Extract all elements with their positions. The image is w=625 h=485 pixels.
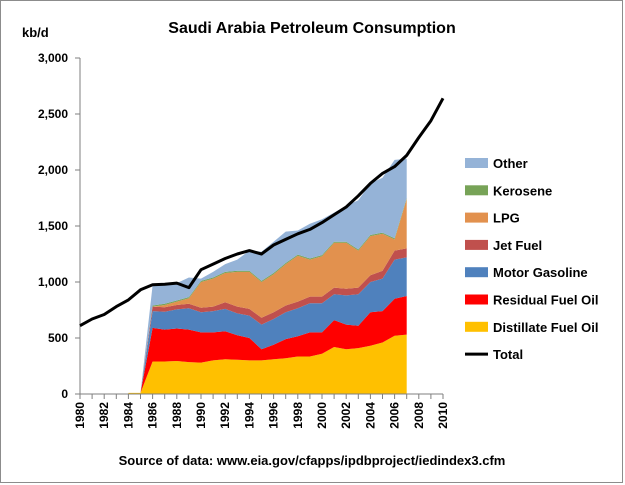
- y-tick-label: 500: [48, 331, 68, 345]
- y-tick-label: 2,500: [38, 107, 68, 121]
- x-tick-label: 1990: [194, 402, 208, 429]
- x-tick-label: 2006: [388, 402, 402, 429]
- legend-swatch-other: [465, 158, 488, 168]
- x-tick-label: 2010: [436, 402, 450, 429]
- x-tick-label: 2004: [363, 402, 377, 429]
- x-tick-label: 1996: [267, 402, 281, 429]
- area-motor-gasoline: [128, 257, 407, 393]
- area-lpg: [128, 199, 407, 393]
- total-line-layer: [79, 97, 445, 328]
- x-tick-label: 2008: [412, 402, 426, 429]
- tick-labels: 0 500 1,000 1,500 2,000 2,500 3,000 1980 1982 198…: [38, 51, 450, 429]
- legend-swatch-kerosene: [465, 185, 488, 196]
- x-tick-label: 1982: [97, 402, 111, 429]
- stacked-areas: [128, 158, 407, 394]
- x-tick-label: 1992: [218, 402, 232, 429]
- x-tick-label: 1984: [121, 402, 135, 429]
- legend-swatch-distillate-fuel-oil: [465, 321, 488, 332]
- axes: [75, 57, 444, 399]
- area-jet-fuel: [128, 248, 407, 393]
- x-tick-label: 1994: [242, 402, 256, 429]
- legend-label-jet-fuel: Jet Fuel: [493, 238, 542, 253]
- area-residual-fuel-oil: [128, 296, 407, 393]
- area-other: [128, 158, 407, 393]
- legend-swatch-jet-fuel: [465, 239, 488, 250]
- x-tick-label: 2000: [315, 402, 329, 429]
- x-tick-label: 1988: [170, 402, 184, 429]
- y-tick-label: 1,000: [38, 275, 68, 289]
- x-tick-label: 2002: [339, 402, 353, 429]
- source-note: Source of data: www.eia.gov/cfapps/ipdbp…: [119, 453, 506, 468]
- legend-label-distillate-fuel-oil: Distillate Fuel Oil: [493, 320, 598, 335]
- legend-label-motor-gasoline: Motor Gasoline: [493, 265, 588, 280]
- total-line: [79, 97, 445, 328]
- legend-swatch-motor-gasoline: [465, 267, 488, 278]
- y-tick-label: 2,000: [38, 163, 68, 177]
- legend-label-kerosene: Kerosene: [493, 183, 552, 198]
- y-axis-unit-label: kb/d: [22, 25, 49, 40]
- legend-label-other: Other: [493, 156, 528, 171]
- legend-swatch-residual-fuel-oil: [465, 294, 488, 305]
- legend-label-lpg: LPG: [493, 211, 520, 226]
- x-tick-label: 1986: [146, 402, 160, 429]
- x-tick-label: 1980: [73, 402, 87, 429]
- x-tick-label: 1998: [291, 402, 305, 429]
- chart-title: Saudi Arabia Petroleum Consumption: [168, 20, 455, 37]
- legend-label-total: Total: [493, 347, 523, 362]
- y-tick-label: 0: [61, 387, 68, 401]
- legend-swatch-lpg: [465, 212, 488, 223]
- area-distillate-fuel-oil: [128, 334, 407, 394]
- legend: Other Kerosene LPG Jet Fuel Motor Gasoline Re…: [465, 156, 598, 362]
- y-tick-label: 3,000: [38, 51, 68, 65]
- legend-label-residual-fuel-oil: Residual Fuel Oil: [493, 293, 598, 308]
- y-tick-label: 1,500: [38, 219, 68, 233]
